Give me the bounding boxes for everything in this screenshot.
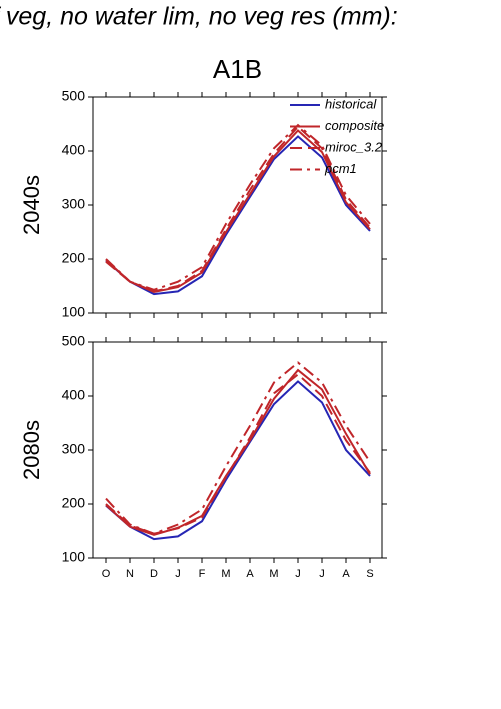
x-tick-label: J [175, 568, 181, 580]
x-tick-label: J [295, 568, 301, 580]
x-tick-label: A [246, 568, 254, 580]
chart-title: A1B [213, 54, 262, 84]
legend-label: historical [325, 96, 377, 111]
y-tick-label: 300 [62, 196, 86, 212]
x-tick-label: A [342, 568, 350, 580]
data-line [105, 373, 371, 535]
data-line [105, 368, 371, 536]
data-line [105, 129, 371, 293]
x-tick-label: M [269, 568, 278, 580]
x-tick-label: D [150, 568, 158, 580]
x-tick-label: J [319, 568, 325, 580]
page-title: f veg, no water lim, no veg res (mm): [0, 3, 398, 31]
y-tick-label: 100 [62, 549, 86, 565]
y-axis-label: 2080s [19, 420, 44, 480]
y-tick-label: 100 [62, 304, 86, 320]
x-tick-label: N [126, 568, 134, 580]
x-tick-label: M [221, 568, 230, 580]
x-tick-label: F [199, 568, 206, 580]
legend-label: composite [325, 118, 384, 133]
y-tick-label: 300 [62, 441, 86, 457]
legend-label: pcm1 [324, 161, 357, 176]
y-tick-label: 200 [62, 495, 86, 511]
legend-label: miroc_3.2 [325, 139, 383, 154]
y-tick-label: 400 [62, 142, 86, 158]
y-tick-label: 400 [62, 387, 86, 403]
y-tick-label: 500 [62, 333, 86, 349]
data-line [105, 380, 371, 541]
data-line [105, 361, 371, 535]
y-axis-label: 2040s [19, 175, 44, 235]
y-tick-label: 500 [62, 88, 86, 104]
data-line [105, 125, 371, 293]
y-tick-label: 200 [62, 250, 86, 266]
x-tick-label: S [366, 568, 373, 580]
plot-frame [92, 341, 383, 559]
x-tick-label: O [102, 568, 111, 580]
data-line [105, 123, 371, 291]
data-line [105, 135, 371, 296]
